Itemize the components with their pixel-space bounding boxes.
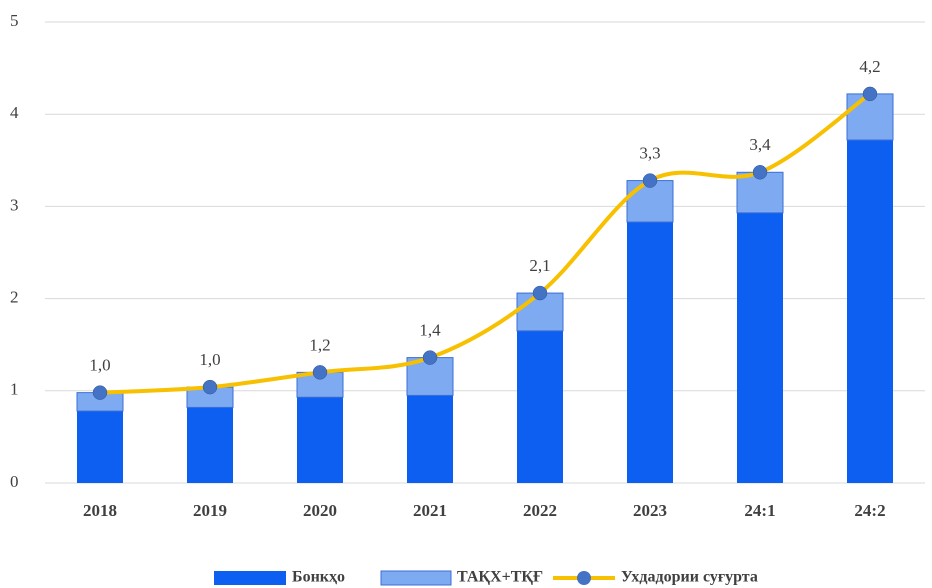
data-label: 2,1 [529,256,550,275]
x-tick-label: 24:1 [744,501,775,520]
y-tick-label: 1 [10,380,19,399]
x-tick-label: 2021 [413,501,447,520]
bar-segment [627,222,673,483]
data-label: 1,0 [199,350,220,369]
bar-segment [77,411,123,483]
x-tick-label: 24:2 [854,501,885,520]
bar-segment [847,140,893,484]
x-tick-label: 2023 [633,501,667,520]
y-tick-label: 2 [10,288,19,307]
x-tick-label: 2022 [523,501,557,520]
x-tick-label: 2020 [303,501,337,520]
y-tick-label: 5 [10,11,19,30]
line-marker [422,350,438,365]
line-marker [752,165,768,180]
data-label: 3,3 [639,143,660,162]
legend-label: Ухдадории суғурта [621,569,758,586]
line-marker [532,285,548,301]
legend-swatch [214,571,286,585]
bar-segment [737,212,783,483]
bar-segment [187,407,233,483]
y-tick-label: 4 [10,103,19,122]
bar-segment [297,397,343,483]
x-tick-label: 2019 [193,501,227,520]
x-tick-label: 2018 [83,501,117,520]
data-label: 3,4 [749,135,771,154]
line-marker [862,86,878,102]
bar-segment [846,93,894,141]
line-marker [312,365,328,380]
y-tick-label: 0 [10,472,19,491]
data-label: 4,2 [859,57,880,76]
legend-marker [577,571,591,585]
line [99,92,872,395]
line-marker [202,379,218,395]
line-marker [92,385,108,400]
bar-segment [517,330,563,483]
data-label: 1,4 [419,321,441,340]
legend-label: Бонкҳо [292,569,345,586]
data-label: 1,2 [309,335,330,354]
y-tick-label: 3 [10,195,19,214]
bar-segment [407,395,453,483]
data-label: 1,0 [89,356,110,375]
line-marker [642,173,658,188]
legend-label: ТАҚХ+ТҚҒ [457,569,543,586]
legend-swatch [380,570,452,586]
